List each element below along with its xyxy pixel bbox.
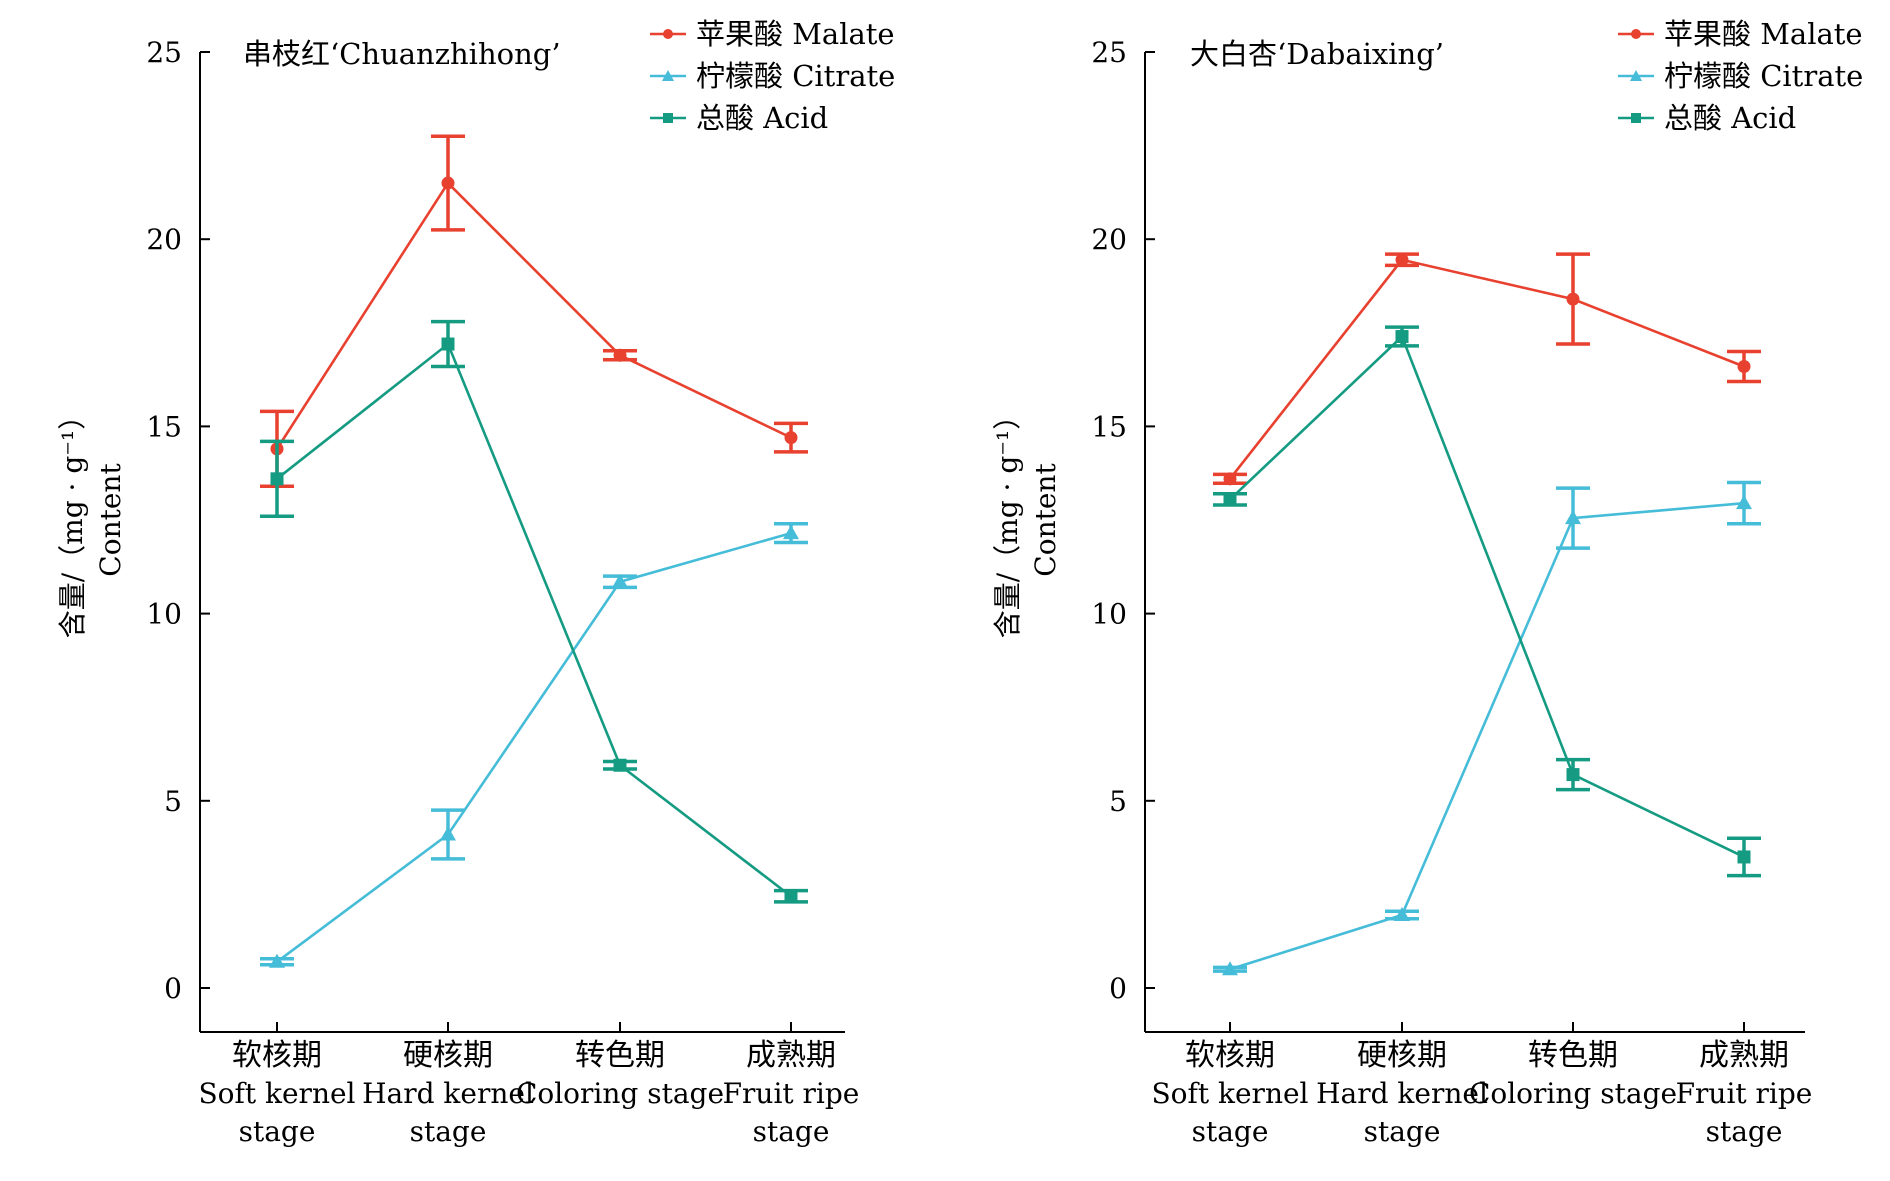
legend-marker [1630, 70, 1642, 81]
x-tick-label-en: Soft kernel [198, 1077, 355, 1110]
x-tick-label-en2: stage [1192, 1115, 1269, 1148]
x-tick-label-cn: 软核期 [1185, 1038, 1275, 1073]
y-axis-label-en: Content [94, 463, 127, 577]
x-tick-label-en: Hard kernel [362, 1077, 534, 1110]
y-tick-label: 10 [146, 598, 182, 631]
data-point [441, 176, 455, 190]
x-tick-label-en2: stage [1706, 1115, 1783, 1148]
legend-entry: 总酸 Acid [1618, 101, 1796, 135]
y-tick-label: 10 [1091, 598, 1127, 631]
data-point [783, 525, 799, 540]
series-citrate [1213, 480, 1761, 976]
data-point [440, 826, 456, 841]
data-point [1565, 510, 1581, 525]
y-tick-label: 20 [1091, 223, 1127, 256]
chart-title: 串枝红‘Chuanzhihong’ [243, 37, 561, 71]
data-point [612, 573, 628, 588]
data-point [613, 758, 627, 772]
y-tick-label: 0 [1109, 972, 1127, 1005]
x-tick-label-en: Fruit ripe [723, 1077, 860, 1110]
x-tick-label-en: Coloring stage [1469, 1077, 1677, 1110]
series-line [275, 180, 792, 450]
y-tick-label: 20 [146, 223, 182, 256]
y-tick-label: 0 [164, 972, 182, 1005]
legend-label: 柠檬酸 Citrate [696, 59, 895, 93]
data-point [1566, 292, 1580, 306]
x-tick-label-cn: 软核期 [232, 1038, 322, 1073]
y-axis-label-cn: 含量/（mg · g⁻¹） [56, 402, 89, 639]
series-malate [1213, 252, 1761, 486]
legend-marker [663, 29, 673, 39]
data-point [1737, 359, 1751, 373]
x-tick-label-en: Hard kernel [1316, 1077, 1488, 1110]
data-point [1736, 495, 1752, 510]
data-point [784, 889, 798, 903]
data-point [270, 472, 284, 486]
x-tick-label-en2: stage [1364, 1115, 1441, 1148]
x-tick-label-cn: 转色期 [1528, 1038, 1618, 1073]
legend-marker [1631, 113, 1641, 123]
y-axis-label: 含量/（mg · g⁻¹） Content [991, 402, 1062, 639]
legend-label: 总酸 Acid [1664, 101, 1796, 135]
legend-marker [1631, 29, 1641, 39]
y-tick-label: 5 [164, 785, 182, 818]
data-point [269, 953, 285, 968]
x-tick-label-cn: 成熟期 [746, 1038, 836, 1073]
legend-entry: 柠檬酸 Citrate [1618, 59, 1863, 93]
legend-marker [662, 70, 674, 81]
data-point [1395, 253, 1409, 267]
y-axis-label: 含量/（mg · g⁻¹） Content [56, 402, 127, 639]
x-tick-label-en: Fruit ripe [1676, 1077, 1813, 1110]
series-acid [260, 319, 808, 904]
legend-entry: 总酸 Acid [650, 101, 828, 135]
y-axis-label-en: Content [1029, 463, 1062, 577]
series-line [276, 531, 792, 963]
x-tick-label-en2: stage [410, 1115, 487, 1148]
data-point [1737, 850, 1751, 864]
chart-panel-dabaixing: 0 5 10 15 20 25 软核期 Soft kernel stage 硬核期 Hard ker… [991, 17, 1863, 1148]
chart-title: 大白杏‘Dabaixing’ [1190, 37, 1444, 71]
series-line [1229, 501, 1745, 971]
series-line [1229, 334, 1745, 859]
legend-marker [663, 113, 673, 123]
data-point [1395, 330, 1409, 344]
legend-label: 总酸 Acid [696, 101, 828, 135]
legend-label: 柠檬酸 Citrate [1664, 59, 1863, 93]
data-point [1222, 961, 1238, 976]
x-tick-label-en2: stage [753, 1115, 830, 1148]
chart-panel-chuanzhihong: 0 5 10 15 20 25 软核期 Soft kernel stage 硬核期 Hard ker… [56, 17, 895, 1148]
y-tick-label: 25 [146, 36, 182, 69]
legend-entry: 苹果酸 Malate [1618, 17, 1863, 51]
x-tick-label-en: Soft kernel [1151, 1077, 1308, 1110]
legend-entry: 柠檬酸 Citrate [650, 59, 895, 93]
x-tick-label-en: Coloring stage [516, 1077, 724, 1110]
series-citrate [260, 521, 808, 968]
legend-label: 苹果酸 Malate [696, 17, 895, 51]
series-line [1228, 258, 1745, 480]
y-tick-label: 25 [1091, 36, 1127, 69]
y-tick-label: 15 [1091, 410, 1127, 443]
y-tick-label: 15 [146, 410, 182, 443]
x-tick-label-cn: 硬核期 [1357, 1038, 1447, 1073]
data-point [1394, 906, 1410, 921]
data-point [613, 348, 627, 362]
x-tick-label-en2: stage [239, 1115, 316, 1148]
legend-label: 苹果酸 Malate [1664, 17, 1863, 51]
series-malate [260, 134, 808, 489]
y-axis-label-cn: 含量/（mg · g⁻¹） [991, 402, 1024, 639]
series-acid [1213, 325, 1761, 878]
data-point [1223, 472, 1237, 486]
x-tick-label-cn: 成熟期 [1699, 1038, 1789, 1073]
data-point [1566, 768, 1580, 782]
data-point [784, 431, 798, 445]
data-point [441, 337, 455, 351]
legend-entry: 苹果酸 Malate [650, 17, 895, 51]
x-tick-label-cn: 硬核期 [403, 1038, 493, 1073]
x-tick-label-cn: 转色期 [575, 1038, 665, 1073]
data-point [1223, 492, 1237, 506]
series-line [276, 341, 792, 898]
y-tick-label: 5 [1109, 785, 1127, 818]
